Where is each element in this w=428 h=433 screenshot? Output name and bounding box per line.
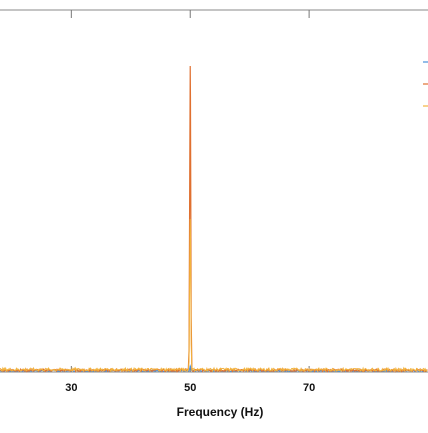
series-line-1 bbox=[0, 364, 428, 373]
top-ticks bbox=[70, 10, 310, 18]
x-tick-label-70: 70 bbox=[303, 382, 315, 394]
series-line-3 bbox=[0, 218, 428, 373]
x-tick-label-50: 50 bbox=[184, 382, 196, 394]
series-layer bbox=[0, 65, 428, 373]
series-line-2 bbox=[0, 65, 428, 373]
x-axis-label: Frequency (Hz) bbox=[177, 405, 264, 419]
x-tick-label-30: 30 bbox=[65, 382, 77, 394]
x-tick-labels: 30 50 70 bbox=[65, 382, 315, 394]
legend bbox=[423, 61, 428, 107]
